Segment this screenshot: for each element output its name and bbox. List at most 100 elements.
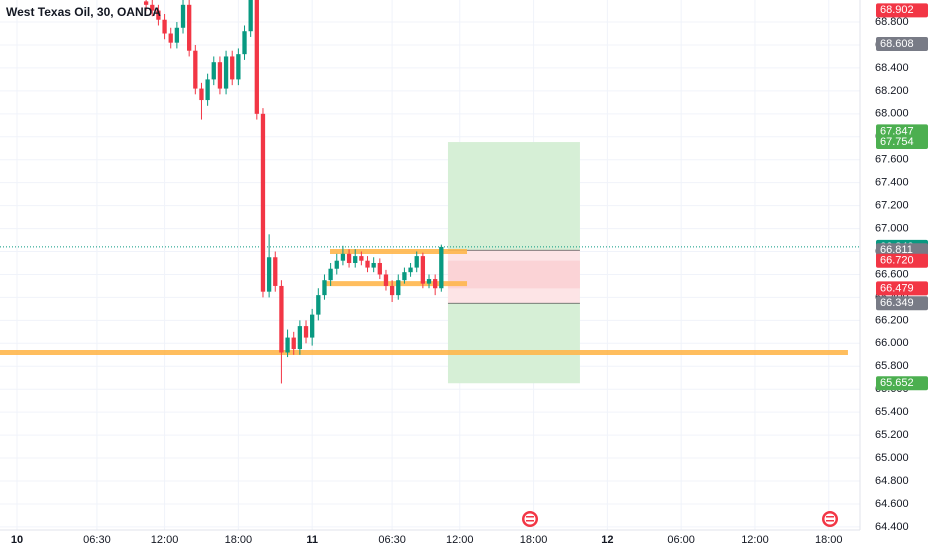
event-icon-inner[interactable] bbox=[524, 513, 536, 525]
event-icon-stripe bbox=[526, 520, 534, 522]
candle-body bbox=[346, 253, 352, 263]
candle-body bbox=[322, 280, 327, 296]
x-tick-label: 06:30 bbox=[83, 534, 111, 546]
price-tag-label: 66.479 bbox=[880, 282, 914, 294]
candle-body bbox=[328, 268, 333, 281]
y-tick-label: 66.000 bbox=[875, 337, 909, 349]
event-icon-stripe bbox=[526, 516, 534, 518]
candles bbox=[143, 0, 444, 384]
price-tag bbox=[876, 3, 928, 18]
price-tag-label: 66.811 bbox=[880, 244, 913, 256]
y-tick-label: 66.200 bbox=[875, 314, 909, 326]
event-icon-inner[interactable] bbox=[824, 513, 836, 525]
y-tick-label: 67.400 bbox=[875, 177, 909, 189]
candle-body bbox=[310, 314, 315, 338]
event-icon-stripe bbox=[826, 516, 834, 518]
candle-body bbox=[365, 260, 370, 268]
candle-body bbox=[180, 4, 186, 28]
position-tool bbox=[447, 142, 580, 384]
y-tick-label: 65.200 bbox=[875, 429, 909, 441]
candle-body bbox=[316, 295, 321, 315]
candle-body bbox=[174, 27, 180, 43]
x-tick-label: 11 bbox=[306, 534, 318, 546]
candle-body bbox=[353, 256, 358, 263]
x-tick-label: 10 bbox=[11, 534, 23, 546]
x-tick-label: 06:00 bbox=[667, 534, 695, 546]
candle-body bbox=[217, 62, 223, 89]
candle-body bbox=[303, 326, 309, 338]
candle-body bbox=[414, 256, 419, 268]
candle-body bbox=[389, 285, 395, 296]
candle-body bbox=[402, 272, 407, 281]
y-tick-label: 68.800 bbox=[875, 16, 909, 28]
candle-body bbox=[236, 54, 241, 80]
candle-body bbox=[162, 19, 167, 34]
candle-body bbox=[377, 262, 382, 275]
event-icon[interactable] bbox=[522, 511, 538, 527]
y-tick-label: 67.200 bbox=[875, 200, 909, 212]
y-tick-label: 65.000 bbox=[875, 452, 909, 464]
price-tag-label: 67.754 bbox=[880, 136, 914, 148]
price-tag bbox=[876, 296, 928, 311]
event-icon-stripe bbox=[826, 520, 834, 522]
candle-body bbox=[396, 280, 401, 296]
candle-body bbox=[242, 31, 247, 55]
candle-body bbox=[285, 337, 290, 353]
price-tag-label: 68.902 bbox=[880, 4, 914, 16]
price-tag-label: 66.720 bbox=[880, 255, 914, 267]
x-tick-label: 12:00 bbox=[741, 534, 769, 546]
position-zone bbox=[447, 260, 580, 289]
candle-body bbox=[211, 62, 216, 80]
candle-body bbox=[279, 285, 284, 353]
candle-body bbox=[439, 246, 444, 289]
y-tick-label: 68.400 bbox=[875, 62, 909, 74]
x-tick-label: 18:00 bbox=[520, 534, 548, 546]
y-tick-label: 64.800 bbox=[875, 475, 909, 487]
candle-body bbox=[334, 260, 339, 269]
candle-body bbox=[273, 257, 278, 286]
candle-body bbox=[340, 253, 346, 261]
price-tag bbox=[876, 376, 928, 391]
candle-body bbox=[193, 50, 198, 89]
candle-body bbox=[187, 4, 192, 51]
y-tick-label: 66.600 bbox=[875, 268, 909, 280]
candle-body bbox=[371, 262, 376, 268]
x-tick-label: 18:00 bbox=[225, 534, 253, 546]
candle-body bbox=[260, 113, 266, 292]
x-tick-label: 12:00 bbox=[446, 534, 474, 546]
candle-body bbox=[426, 279, 432, 284]
y-tick-label: 64.400 bbox=[875, 521, 909, 533]
price-tag bbox=[876, 37, 928, 52]
y-tick-label: 67.600 bbox=[875, 154, 909, 166]
candle-body bbox=[143, 1, 149, 5]
candle-body bbox=[254, 0, 259, 114]
candle-body bbox=[266, 257, 272, 292]
candle-body bbox=[199, 88, 204, 101]
y-tick-label: 65.400 bbox=[875, 406, 909, 418]
price-tag-label: 65.652 bbox=[880, 377, 914, 389]
candle-body bbox=[230, 56, 235, 80]
price-tag bbox=[876, 281, 928, 296]
y-tick-label: 65.800 bbox=[875, 360, 909, 372]
candle-body bbox=[433, 279, 438, 289]
candle-body bbox=[297, 326, 303, 350]
axes: 68.80068.60068.40068.20068.00067.80067.6… bbox=[11, 3, 928, 546]
x-tick-label: 18:00 bbox=[815, 534, 843, 546]
x-tick-label: 12:00 bbox=[151, 534, 179, 546]
chart-title: West Texas Oil, 30, OANDA bbox=[6, 5, 161, 19]
candle-body bbox=[383, 274, 389, 286]
x-tick-label: 12 bbox=[601, 534, 613, 546]
y-tick-label: 67.000 bbox=[875, 222, 909, 234]
candle-body bbox=[420, 256, 426, 284]
price-tag bbox=[876, 253, 928, 268]
candle-body bbox=[223, 56, 229, 89]
y-tick-label: 68.000 bbox=[875, 108, 909, 120]
candle-body bbox=[359, 256, 364, 261]
event-icon[interactable] bbox=[822, 511, 838, 527]
candle-body bbox=[248, 0, 253, 32]
price-tag-label: 68.608 bbox=[880, 38, 914, 50]
candle-body bbox=[291, 337, 296, 350]
price-tag-label: 66.349 bbox=[880, 297, 914, 309]
